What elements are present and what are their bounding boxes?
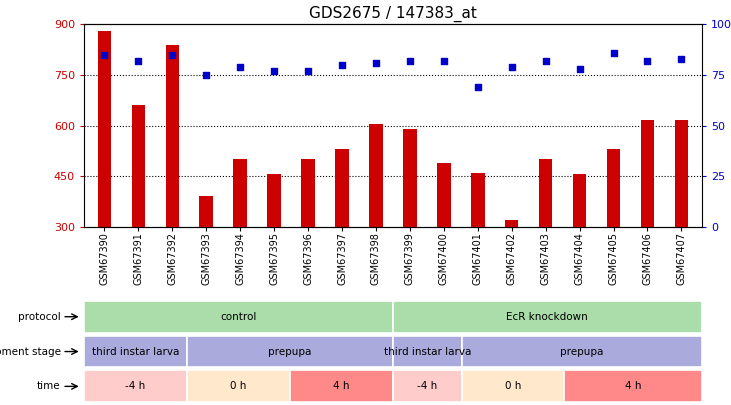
- Bar: [98, 31, 111, 227]
- Bar: [461, 336, 702, 367]
- Point: [607, 49, 619, 56]
- Bar: [200, 196, 213, 227]
- Bar: [393, 371, 461, 402]
- Point: [675, 55, 687, 62]
- Bar: [84, 371, 187, 402]
- Bar: [437, 163, 450, 227]
- Text: third instar larva: third instar larva: [92, 347, 179, 356]
- Text: prepupa: prepupa: [560, 347, 603, 356]
- Bar: [607, 149, 621, 227]
- Bar: [369, 124, 383, 227]
- Bar: [640, 121, 654, 227]
- Bar: [84, 336, 187, 367]
- Text: third instar larva: third instar larva: [384, 347, 471, 356]
- Text: development stage: development stage: [0, 347, 61, 356]
- Point: [336, 62, 348, 68]
- Text: control: control: [220, 312, 257, 322]
- Bar: [393, 301, 702, 333]
- Point: [200, 72, 212, 78]
- Bar: [505, 220, 518, 227]
- Point: [99, 51, 110, 58]
- Point: [235, 64, 246, 70]
- Point: [268, 68, 280, 74]
- Bar: [290, 371, 393, 402]
- Point: [472, 84, 484, 90]
- Point: [167, 51, 178, 58]
- Bar: [165, 45, 179, 227]
- Bar: [233, 159, 247, 227]
- Point: [642, 58, 654, 64]
- Text: protocol: protocol: [18, 312, 61, 322]
- Bar: [471, 173, 485, 227]
- Bar: [461, 371, 564, 402]
- Point: [370, 60, 382, 66]
- Text: 0 h: 0 h: [505, 382, 521, 391]
- Point: [132, 58, 144, 64]
- Bar: [403, 129, 417, 227]
- Bar: [564, 371, 702, 402]
- Text: 4 h: 4 h: [333, 382, 349, 391]
- Text: -4 h: -4 h: [126, 382, 145, 391]
- Text: -4 h: -4 h: [417, 382, 437, 391]
- Bar: [187, 336, 393, 367]
- Point: [302, 68, 314, 74]
- Text: 4 h: 4 h: [625, 382, 641, 391]
- Bar: [268, 175, 281, 227]
- Point: [539, 58, 551, 64]
- Point: [438, 58, 450, 64]
- Bar: [539, 159, 553, 227]
- Bar: [84, 301, 393, 333]
- Point: [506, 64, 518, 70]
- Bar: [301, 159, 315, 227]
- Title: GDS2675 / 147383_at: GDS2675 / 147383_at: [309, 5, 477, 21]
- Text: EcR knockdown: EcR knockdown: [507, 312, 588, 322]
- Text: time: time: [37, 382, 61, 391]
- Point: [404, 58, 416, 64]
- Text: prepupa: prepupa: [268, 347, 311, 356]
- Point: [574, 66, 586, 72]
- Bar: [675, 121, 688, 227]
- Bar: [336, 149, 349, 227]
- Bar: [393, 336, 461, 367]
- Bar: [132, 105, 145, 227]
- Bar: [573, 175, 586, 227]
- Bar: [187, 371, 290, 402]
- Text: 0 h: 0 h: [230, 382, 246, 391]
